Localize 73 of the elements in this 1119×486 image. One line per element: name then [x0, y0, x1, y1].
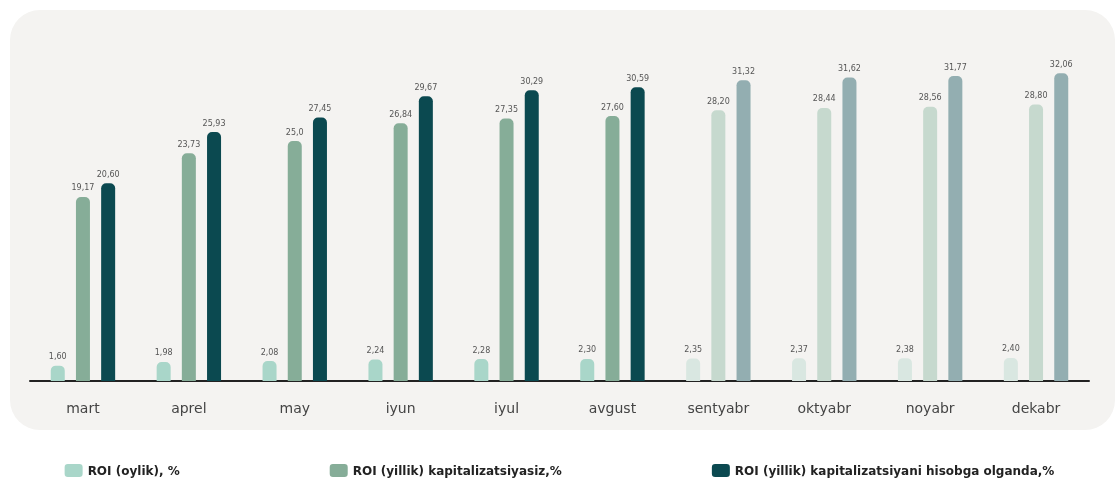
data-label: 31,62	[838, 63, 861, 73]
bar	[50, 365, 65, 381]
data-label: 31,32	[732, 66, 755, 76]
bar	[842, 77, 857, 381]
bar	[630, 87, 645, 381]
bar	[817, 107, 832, 381]
data-label: 2,24	[366, 346, 385, 355]
x-tick-label: oktyabr	[797, 400, 852, 416]
bar	[1003, 357, 1018, 381]
bar	[897, 358, 912, 381]
bar	[474, 359, 489, 381]
x-tick-label: noyabr	[905, 400, 955, 416]
data-label: 2,37	[790, 344, 808, 354]
bar	[1054, 73, 1069, 381]
data-label: 1,98	[154, 348, 173, 358]
x-tick-label: iyul	[494, 400, 520, 416]
bar	[580, 358, 595, 381]
data-label: 30,29	[520, 76, 544, 86]
data-label: 31,77	[943, 62, 967, 72]
data-label: 28,56	[918, 93, 942, 103]
data-label: 25,93	[202, 118, 226, 128]
data-label: 25,0	[285, 127, 304, 137]
bar	[1029, 104, 1044, 381]
data-label: 27,35	[495, 104, 518, 114]
x-tick-label: dekabr	[1011, 400, 1061, 416]
data-label: 23,73	[177, 139, 201, 149]
x-tick-label: sentyabr	[687, 400, 750, 416]
bar	[686, 358, 701, 381]
x-tick-label: iyun	[385, 400, 416, 416]
bar	[948, 76, 963, 381]
legend-label: ROI (oylik), %	[87, 463, 180, 478]
x-tick-label: aprel	[171, 400, 207, 416]
data-label: 2,30	[578, 345, 597, 355]
bar	[207, 132, 222, 381]
bar	[923, 106, 938, 381]
legend-label: ROI (yillik) kapitalizatsiyasiz,%	[352, 463, 562, 478]
data-label: 2,08	[260, 347, 279, 357]
bar	[368, 359, 383, 381]
legend-label: ROI (yillik) kapitalizatsiyani hisobga olganda,%	[734, 463, 1055, 478]
data-label: 2,35	[684, 344, 703, 354]
bar	[287, 141, 302, 381]
bar	[711, 110, 726, 381]
bar	[524, 90, 539, 381]
bar	[605, 116, 620, 381]
data-label: 2,38	[896, 344, 914, 354]
x-tick-label: mart	[66, 400, 101, 416]
bar	[736, 80, 751, 381]
bar	[101, 183, 116, 381]
bar	[262, 361, 277, 381]
x-tick-label: may	[279, 400, 311, 416]
data-label: 19,17	[71, 183, 95, 193]
bar	[156, 361, 171, 381]
data-label: 1,60	[48, 352, 67, 362]
bar	[75, 196, 90, 381]
data-label: 32,06	[1049, 59, 1073, 69]
data-label: 29,67	[414, 82, 438, 92]
x-tick-label: avgust	[588, 400, 637, 416]
bar	[393, 123, 408, 381]
bar	[418, 96, 433, 381]
data-label: 2,40	[1001, 344, 1020, 354]
data-label: 28,44	[812, 94, 836, 104]
data-label: 30,59	[626, 73, 650, 83]
data-label: 20,60	[96, 169, 120, 179]
data-label: 2,28	[472, 345, 491, 355]
data-label: 27,45	[308, 103, 332, 113]
data-label: 28,20	[706, 96, 730, 106]
bar	[181, 153, 196, 381]
data-label: 27,60	[601, 102, 624, 112]
bar	[499, 118, 514, 381]
data-label: 28,80	[1024, 91, 1048, 101]
bar	[792, 358, 807, 381]
bar	[312, 117, 327, 381]
data-label: 26,84	[389, 109, 413, 119]
